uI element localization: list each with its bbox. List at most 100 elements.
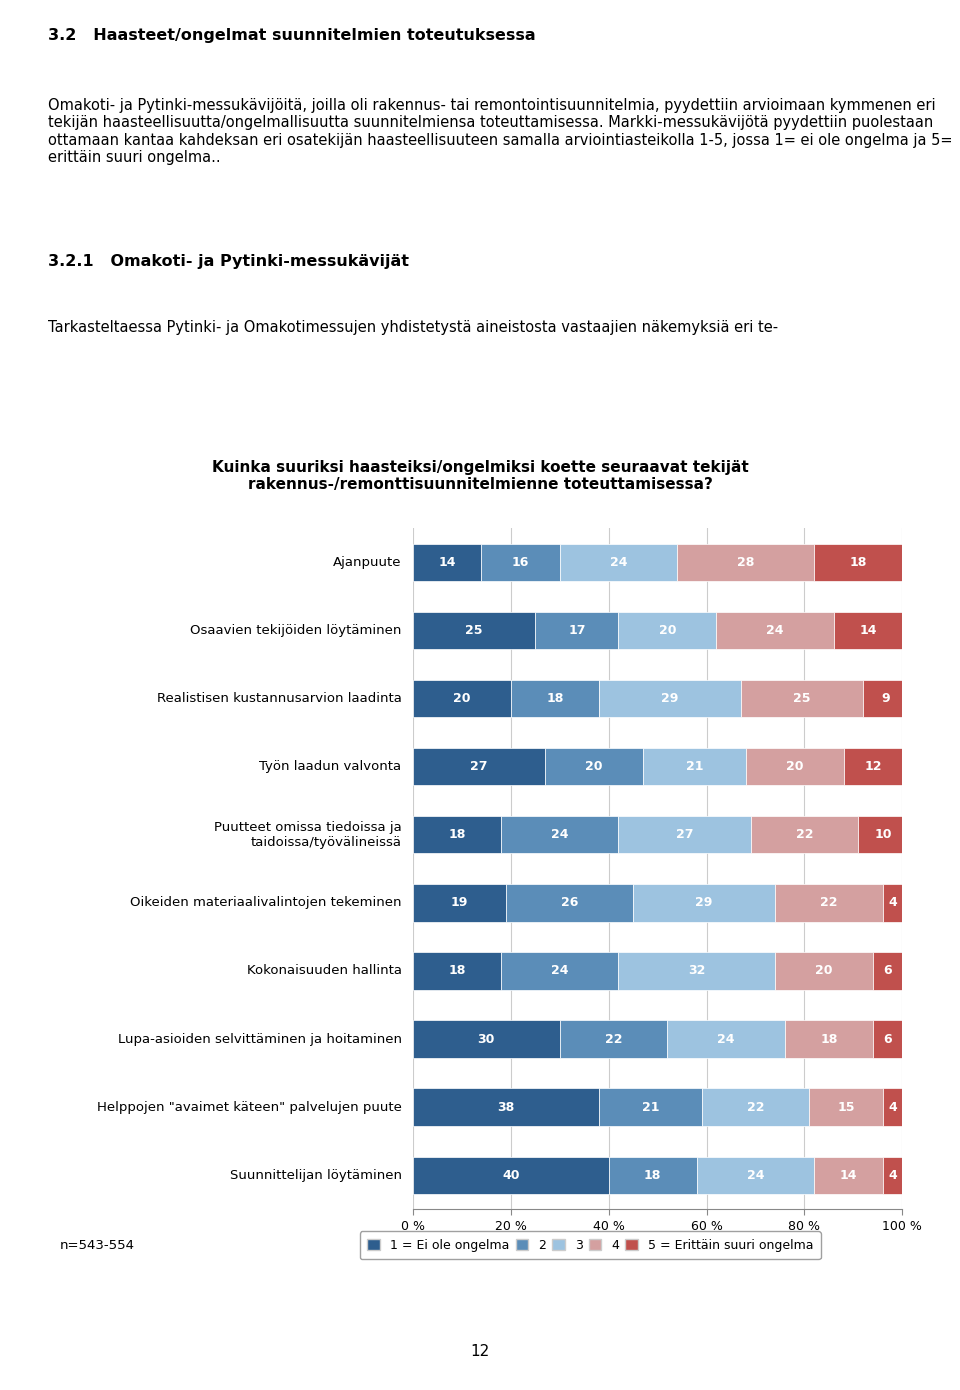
Legend: 1 = Ei ole ongelma, 2, 3, 4, 5 = Erittäin suuri ongelma: 1 = Ei ole ongelma, 2, 3, 4, 5 = Erittäi… <box>360 1232 821 1259</box>
Text: 10: 10 <box>874 828 892 841</box>
Bar <box>785 1020 873 1058</box>
Bar <box>501 816 618 853</box>
Text: 14: 14 <box>439 556 456 569</box>
Text: Työn laadun valvonta: Työn laadun valvonta <box>259 760 401 773</box>
Text: 28: 28 <box>737 556 755 569</box>
Text: 40: 40 <box>502 1169 519 1182</box>
Bar <box>506 884 634 922</box>
Bar <box>702 1088 809 1126</box>
Text: 25: 25 <box>466 624 483 637</box>
Text: Oikeiden materiaalivalintojen tekeminen: Oikeiden materiaalivalintojen tekeminen <box>130 897 401 909</box>
Bar <box>413 1156 609 1194</box>
Bar <box>667 1020 785 1058</box>
Text: 21: 21 <box>685 760 703 773</box>
Text: Suunnittelijan löytäminen: Suunnittelijan löytäminen <box>229 1169 401 1182</box>
Bar <box>618 816 751 853</box>
Text: Omakoti- ja Pytinki-messukävijöitä, joilla oli rakennus- tai remontointisuunnite: Omakoti- ja Pytinki-messukävijöitä, joil… <box>48 97 952 165</box>
Bar <box>834 612 902 649</box>
Text: 26: 26 <box>561 897 578 909</box>
Text: 6: 6 <box>883 965 892 977</box>
Text: 20: 20 <box>586 760 603 773</box>
Bar <box>481 543 560 581</box>
Bar <box>560 1020 667 1058</box>
Text: 18: 18 <box>850 556 867 569</box>
Bar <box>751 816 858 853</box>
Text: 24: 24 <box>766 624 784 637</box>
Bar <box>716 612 834 649</box>
Bar <box>501 952 618 990</box>
Text: Puutteet omissa tiedoissa ja
taidoissa/työvälineissä: Puutteet omissa tiedoissa ja taidoissa/t… <box>214 820 401 849</box>
Bar <box>634 884 775 922</box>
Bar <box>536 612 618 649</box>
Text: 21: 21 <box>641 1101 659 1113</box>
Text: 15: 15 <box>837 1101 854 1113</box>
Bar <box>775 884 883 922</box>
Text: 22: 22 <box>605 1033 622 1045</box>
Bar <box>413 952 501 990</box>
Bar <box>883 1156 902 1194</box>
Text: Ajanpuute: Ajanpuute <box>333 556 401 569</box>
Text: 27: 27 <box>676 828 693 841</box>
Text: Kokonaisuuden hallinta: Kokonaisuuden hallinta <box>247 965 401 977</box>
Bar <box>599 1088 702 1126</box>
Text: Lupa-asioiden selvittäminen ja hoitaminen: Lupa-asioiden selvittäminen ja hoitamine… <box>117 1033 401 1045</box>
Text: 20: 20 <box>786 760 804 773</box>
Bar <box>883 1088 902 1126</box>
Bar <box>413 884 506 922</box>
Text: 4: 4 <box>888 897 897 909</box>
Text: 4: 4 <box>888 1101 897 1113</box>
Text: Helppojen "avaimet käteen" palvelujen puute: Helppojen "avaimet käteen" palvelujen pu… <box>97 1101 401 1113</box>
Bar <box>545 748 643 785</box>
Bar <box>413 816 501 853</box>
Bar <box>413 1088 599 1126</box>
Bar <box>697 1156 814 1194</box>
Text: 17: 17 <box>568 624 586 637</box>
Text: 32: 32 <box>688 965 706 977</box>
Bar <box>413 543 481 581</box>
Text: 3.2.1   Omakoti- ja Pytinki-messukävijät: 3.2.1 Omakoti- ja Pytinki-messukävijät <box>48 253 409 268</box>
Bar <box>814 543 902 581</box>
Text: 18: 18 <box>820 1033 838 1045</box>
Text: 27: 27 <box>470 760 488 773</box>
Text: 18: 18 <box>546 692 564 705</box>
Text: 6: 6 <box>883 1033 892 1045</box>
Bar <box>560 543 677 581</box>
Bar <box>413 680 511 717</box>
Text: 18: 18 <box>448 965 466 977</box>
Bar <box>618 612 716 649</box>
Text: 24: 24 <box>610 556 627 569</box>
Bar <box>643 748 746 785</box>
Bar <box>863 680 907 717</box>
Text: 38: 38 <box>497 1101 515 1113</box>
Text: 24: 24 <box>551 965 568 977</box>
Bar <box>809 1088 883 1126</box>
Text: Kuinka suuriksi haasteiksi/ongelmiksi koette seuraavat tekijät
rakennus-/remontt: Kuinka suuriksi haasteiksi/ongelmiksi ko… <box>211 460 749 492</box>
Text: 9: 9 <box>881 692 890 705</box>
Text: 20: 20 <box>815 965 833 977</box>
Bar <box>618 952 775 990</box>
Bar <box>775 952 873 990</box>
Text: 29: 29 <box>661 692 679 705</box>
Bar <box>883 884 902 922</box>
Text: 24: 24 <box>551 828 568 841</box>
Text: 24: 24 <box>717 1033 735 1045</box>
Bar <box>844 748 902 785</box>
Bar <box>413 612 536 649</box>
Text: 24: 24 <box>747 1169 764 1182</box>
Text: 3.2   Haasteet/ongelmat suunnitelmien toteutuksessa: 3.2 Haasteet/ongelmat suunnitelmien tote… <box>48 28 536 43</box>
Bar <box>873 952 902 990</box>
Bar <box>746 748 844 785</box>
Text: 16: 16 <box>512 556 529 569</box>
Text: 29: 29 <box>695 897 712 909</box>
Text: 12: 12 <box>470 1344 490 1359</box>
Bar <box>599 680 741 717</box>
Bar <box>741 680 863 717</box>
Text: 14: 14 <box>859 624 876 637</box>
Bar <box>873 1020 902 1058</box>
Text: 25: 25 <box>793 692 811 705</box>
Bar <box>609 1156 697 1194</box>
Text: 12: 12 <box>864 760 882 773</box>
Text: 22: 22 <box>820 897 838 909</box>
Text: Tarkasteltaessa Pytinki- ja Omakotimessujen yhdistetystä aineistosta vastaajien : Tarkasteltaessa Pytinki- ja Omakotimessu… <box>48 320 779 335</box>
Bar <box>413 748 545 785</box>
